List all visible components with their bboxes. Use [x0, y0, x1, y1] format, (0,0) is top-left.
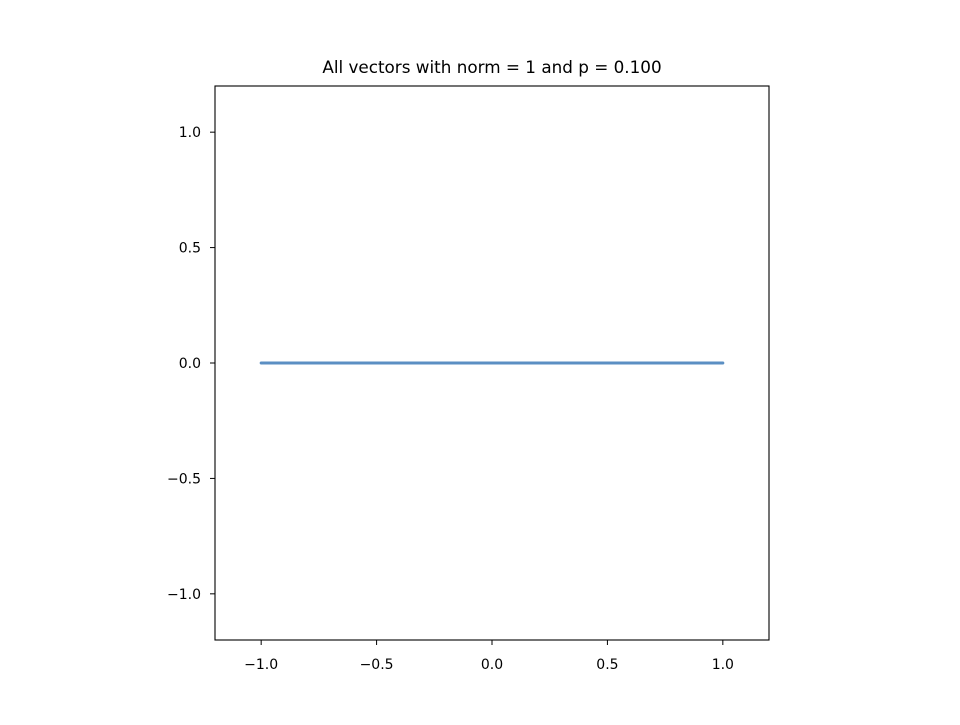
- x-tick-label: −0.5: [360, 657, 394, 673]
- x-tick-label: 1.0: [712, 657, 734, 673]
- y-tick-label: −0.5: [167, 471, 201, 487]
- x-tick-label: 0.0: [481, 657, 503, 673]
- axes-layer: −1.0 −0.5 0.0 0.5 1.0 −1.0 −0.5 0.0 0.5 1.0: [167, 85, 770, 673]
- x-tick-label: 0.5: [596, 657, 618, 673]
- y-tick-label: 0.0: [179, 356, 201, 372]
- chart-title: All vectors with norm = 1 and p = 0.100: [322, 57, 661, 77]
- x-tick-label: −1.0: [244, 657, 278, 673]
- y-tick-label: −1.0: [167, 587, 201, 603]
- y-tick-label: 1.0: [179, 125, 201, 141]
- y-tick-label: 0.5: [179, 241, 201, 257]
